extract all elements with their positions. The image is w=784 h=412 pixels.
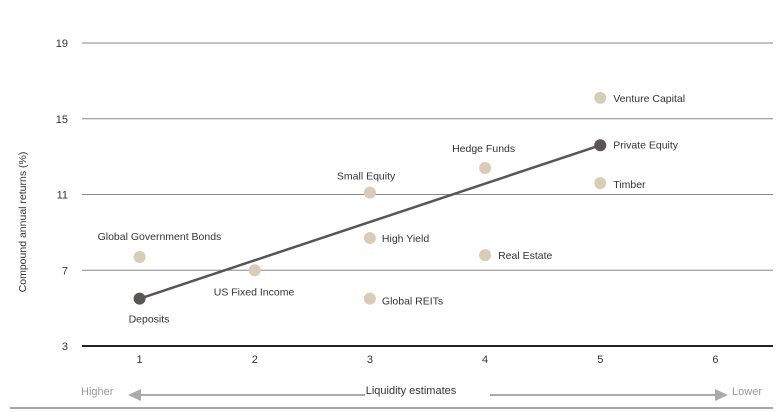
data-label: Private Equity bbox=[613, 139, 679, 151]
data-point bbox=[363, 232, 376, 245]
grid-lines bbox=[82, 42, 773, 271]
x-tick-label: 5 bbox=[597, 354, 603, 366]
data-label: Global Government Bonds bbox=[98, 231, 222, 243]
y-tick-label: 11 bbox=[57, 190, 68, 202]
left-arrow-icon bbox=[128, 389, 141, 401]
data-label: Hedge Funds bbox=[452, 143, 515, 155]
data-point bbox=[363, 292, 376, 305]
data-point bbox=[594, 177, 607, 190]
data-point bbox=[248, 264, 261, 277]
data-label: Global REITs bbox=[382, 296, 443, 308]
lower-label: Lower bbox=[732, 386, 762, 398]
data-label: Real Estate bbox=[498, 250, 552, 262]
data-label: High Yield bbox=[382, 233, 429, 245]
y-tick-label: 15 bbox=[56, 114, 68, 126]
y-tick-label: 3 bbox=[62, 341, 68, 353]
data-label: Venture Capital bbox=[613, 93, 685, 105]
higher-label: Higher bbox=[81, 386, 114, 398]
data-points bbox=[133, 91, 607, 305]
x-tick-labels: 1 2 3 4 5 6 bbox=[137, 354, 719, 366]
data-point bbox=[594, 139, 607, 152]
data-label: US Fixed Income bbox=[214, 286, 295, 298]
data-label: Deposits bbox=[129, 314, 170, 326]
trend-line bbox=[139, 144, 601, 300]
data-point bbox=[133, 250, 146, 263]
data-point bbox=[133, 292, 146, 305]
x-tick-label: 2 bbox=[252, 354, 258, 366]
x-tick-label: 4 bbox=[482, 354, 488, 366]
data-point bbox=[479, 161, 492, 174]
liquidity-estimates-label: Liquidity estimates bbox=[366, 385, 457, 397]
right-arrow-icon bbox=[715, 389, 728, 401]
y-axis-label: Compound annual returns (%) bbox=[17, 152, 29, 293]
y-tick-labels: 3 7 11 15 19 bbox=[56, 38, 68, 353]
data-labels: Global Government Bonds Deposits US Fixed … bbox=[98, 93, 685, 326]
y-tick-label: 7 bbox=[62, 265, 68, 277]
data-label: Timber bbox=[613, 179, 646, 191]
x-tick-label: 3 bbox=[367, 354, 373, 366]
x-tick-label: 6 bbox=[712, 354, 718, 366]
x-tick-label: 1 bbox=[137, 354, 143, 366]
data-label: Small Equity bbox=[337, 171, 396, 183]
liquidity-scale: Higher Liquidity estimates Lower bbox=[81, 385, 762, 401]
data-point bbox=[479, 249, 492, 262]
data-point bbox=[363, 186, 376, 199]
data-point bbox=[594, 91, 607, 104]
y-tick-label: 19 bbox=[56, 38, 68, 50]
